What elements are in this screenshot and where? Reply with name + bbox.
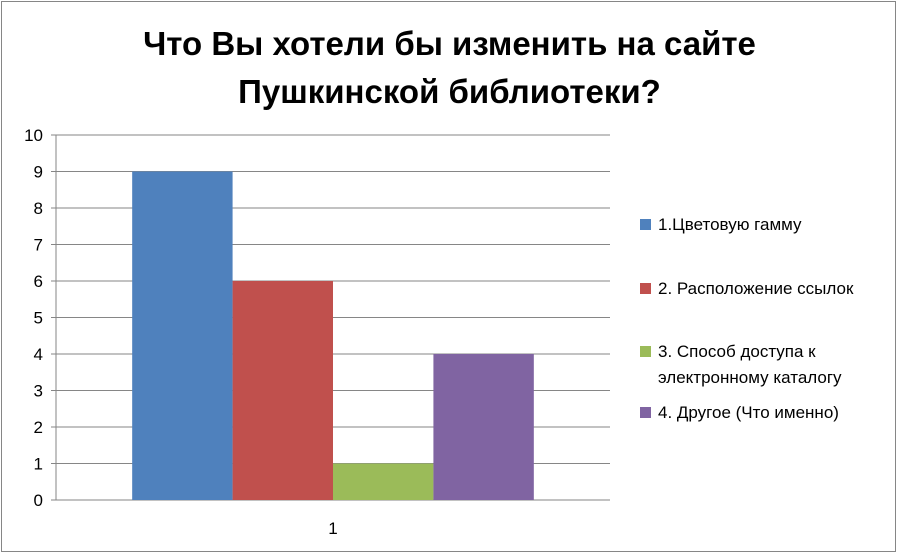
bar-series-1 <box>132 171 233 500</box>
legend-swatch-3 <box>640 346 651 357</box>
legend-label-4: 4. Другое (Что именно) <box>658 403 839 422</box>
y-tick-label: 10 <box>24 126 43 145</box>
chart-title: Что Вы хотели бы изменить на сайте Пушки… <box>0 20 899 116</box>
y-tick-label: 5 <box>34 309 43 328</box>
y-tick-label: 6 <box>34 272 43 291</box>
y-tick-label: 1 <box>34 455 43 474</box>
chart-title-line-1: Что Вы хотели бы изменить на сайте <box>143 25 756 62</box>
y-tick-label: 3 <box>34 382 43 401</box>
legend-swatch-1 <box>640 219 651 230</box>
legend-swatch-2 <box>640 283 651 294</box>
y-tick-label: 4 <box>34 345 43 364</box>
y-tick-label: 9 <box>34 163 43 182</box>
bar-series-3 <box>333 463 434 500</box>
y-tick-label: 7 <box>34 236 43 255</box>
legend-label-3a: 3. Способ доступа к <box>658 342 816 361</box>
y-tick-label: 8 <box>34 199 43 218</box>
legend-swatch-4 <box>640 407 651 418</box>
y-tick-label: 0 <box>34 491 43 510</box>
chart-title-line-2: Пушкинской библиотеки? <box>238 73 661 110</box>
x-tick-label: 1 <box>328 519 337 538</box>
y-tick-label: 2 <box>34 418 43 437</box>
legend-label-3b: электронному каталогу <box>658 368 842 387</box>
legend-label-2: 2. Расположение ссылок <box>658 279 854 298</box>
legend-label-1: 1.Цветовую гамму <box>658 215 802 234</box>
bar-series-2 <box>232 281 333 500</box>
bar-series-4 <box>433 354 534 500</box>
